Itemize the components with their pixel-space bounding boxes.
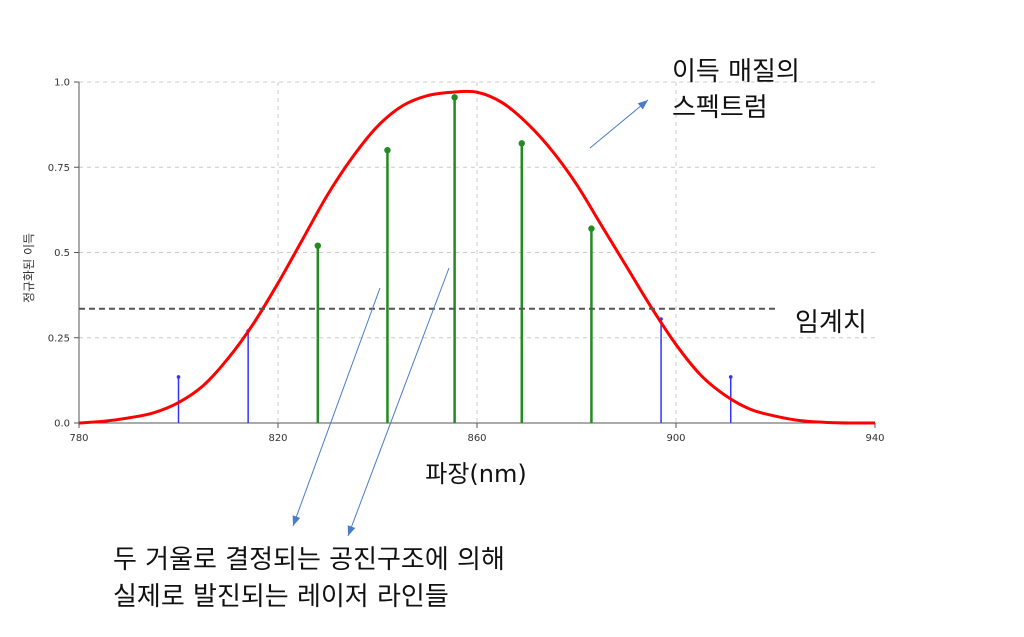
mode-point-above-threshold [588, 225, 595, 232]
x-tick-label: 860 [467, 433, 486, 444]
modes-annotation-line1: 두 거울로 결정되는 공진구조에 의해 [113, 545, 505, 575]
x-tick-label: 820 [268, 433, 287, 444]
laser-modes [176, 94, 733, 423]
spectrum-arrow-shaft [589, 99, 649, 149]
spectrum-arrow-head [637, 100, 648, 110]
x-tick-label: 900 [666, 433, 685, 444]
grid [79, 81, 875, 423]
x-tick-label: 780 [69, 433, 88, 444]
mode-arrow-right-head [347, 525, 356, 536]
mode-point-below-threshold [176, 375, 181, 379]
gain-curve [78, 89, 876, 425]
threshold-annotation: 임계치 [795, 308, 867, 338]
y-tick-label: 1.0 [54, 78, 70, 89]
spectrum-annotation-line2: 스펙트럼 [672, 93, 768, 123]
mode-arrow-left-head [292, 515, 301, 526]
y-axis-label: 정규화된 이득 [22, 233, 36, 303]
annotation-arrows [292, 99, 649, 537]
mode-arrow-left-shaft [292, 287, 381, 527]
tick-labels: 780 820 860 900 940 0.0 0.25 0.5 0.75 1.0 [48, 78, 885, 445]
mode-arrow-right-shaft [347, 267, 450, 537]
mode-point-below-threshold [728, 375, 733, 379]
y-tick-label: 0.25 [48, 333, 70, 344]
axes [74, 81, 876, 428]
mode-point-above-threshold [314, 242, 321, 249]
y-tick-label: 0.0 [54, 419, 70, 430]
y-tick-label: 0.5 [54, 248, 70, 259]
y-tick-label: 0.75 [48, 163, 70, 174]
mode-point-above-threshold [451, 94, 458, 101]
modes-annotation-line2: 실제로 발진되는 레이저 라인들 [113, 582, 449, 612]
x-axis-label: 파장(nm) [425, 460, 526, 488]
mode-point-above-threshold [384, 147, 391, 154]
x-tick-label: 940 [865, 433, 884, 444]
mode-point-above-threshold [518, 140, 525, 147]
spectrum-annotation-line1: 이득 매질의 [672, 57, 800, 87]
